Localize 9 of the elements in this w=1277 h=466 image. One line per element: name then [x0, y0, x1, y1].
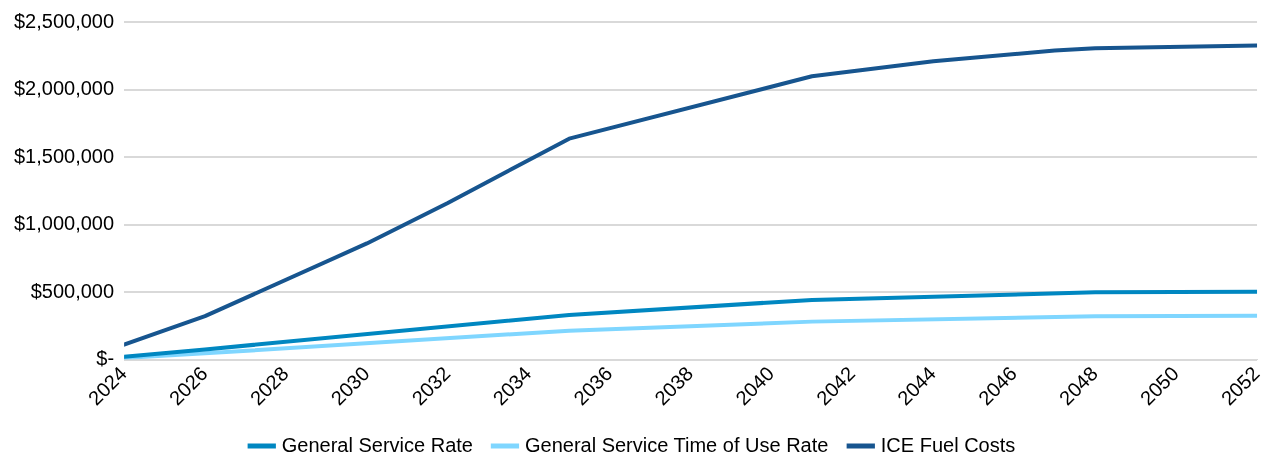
legend-label: General Service Time of Use Rate: [524, 433, 829, 456]
y-tick-label: $2,500,000: [13, 9, 115, 32]
y-tick-label: $500,000: [30, 279, 115, 302]
legend-label: ICE Fuel Costs: [880, 433, 1016, 456]
y-tick-label: $1,000,000: [13, 212, 115, 235]
legend-label: General Service Rate: [281, 433, 473, 456]
y-tick-label: $2,000,000: [13, 77, 115, 100]
y-tick-label: $1,500,000: [13, 144, 115, 167]
y-tick-label: $-: [96, 347, 115, 370]
